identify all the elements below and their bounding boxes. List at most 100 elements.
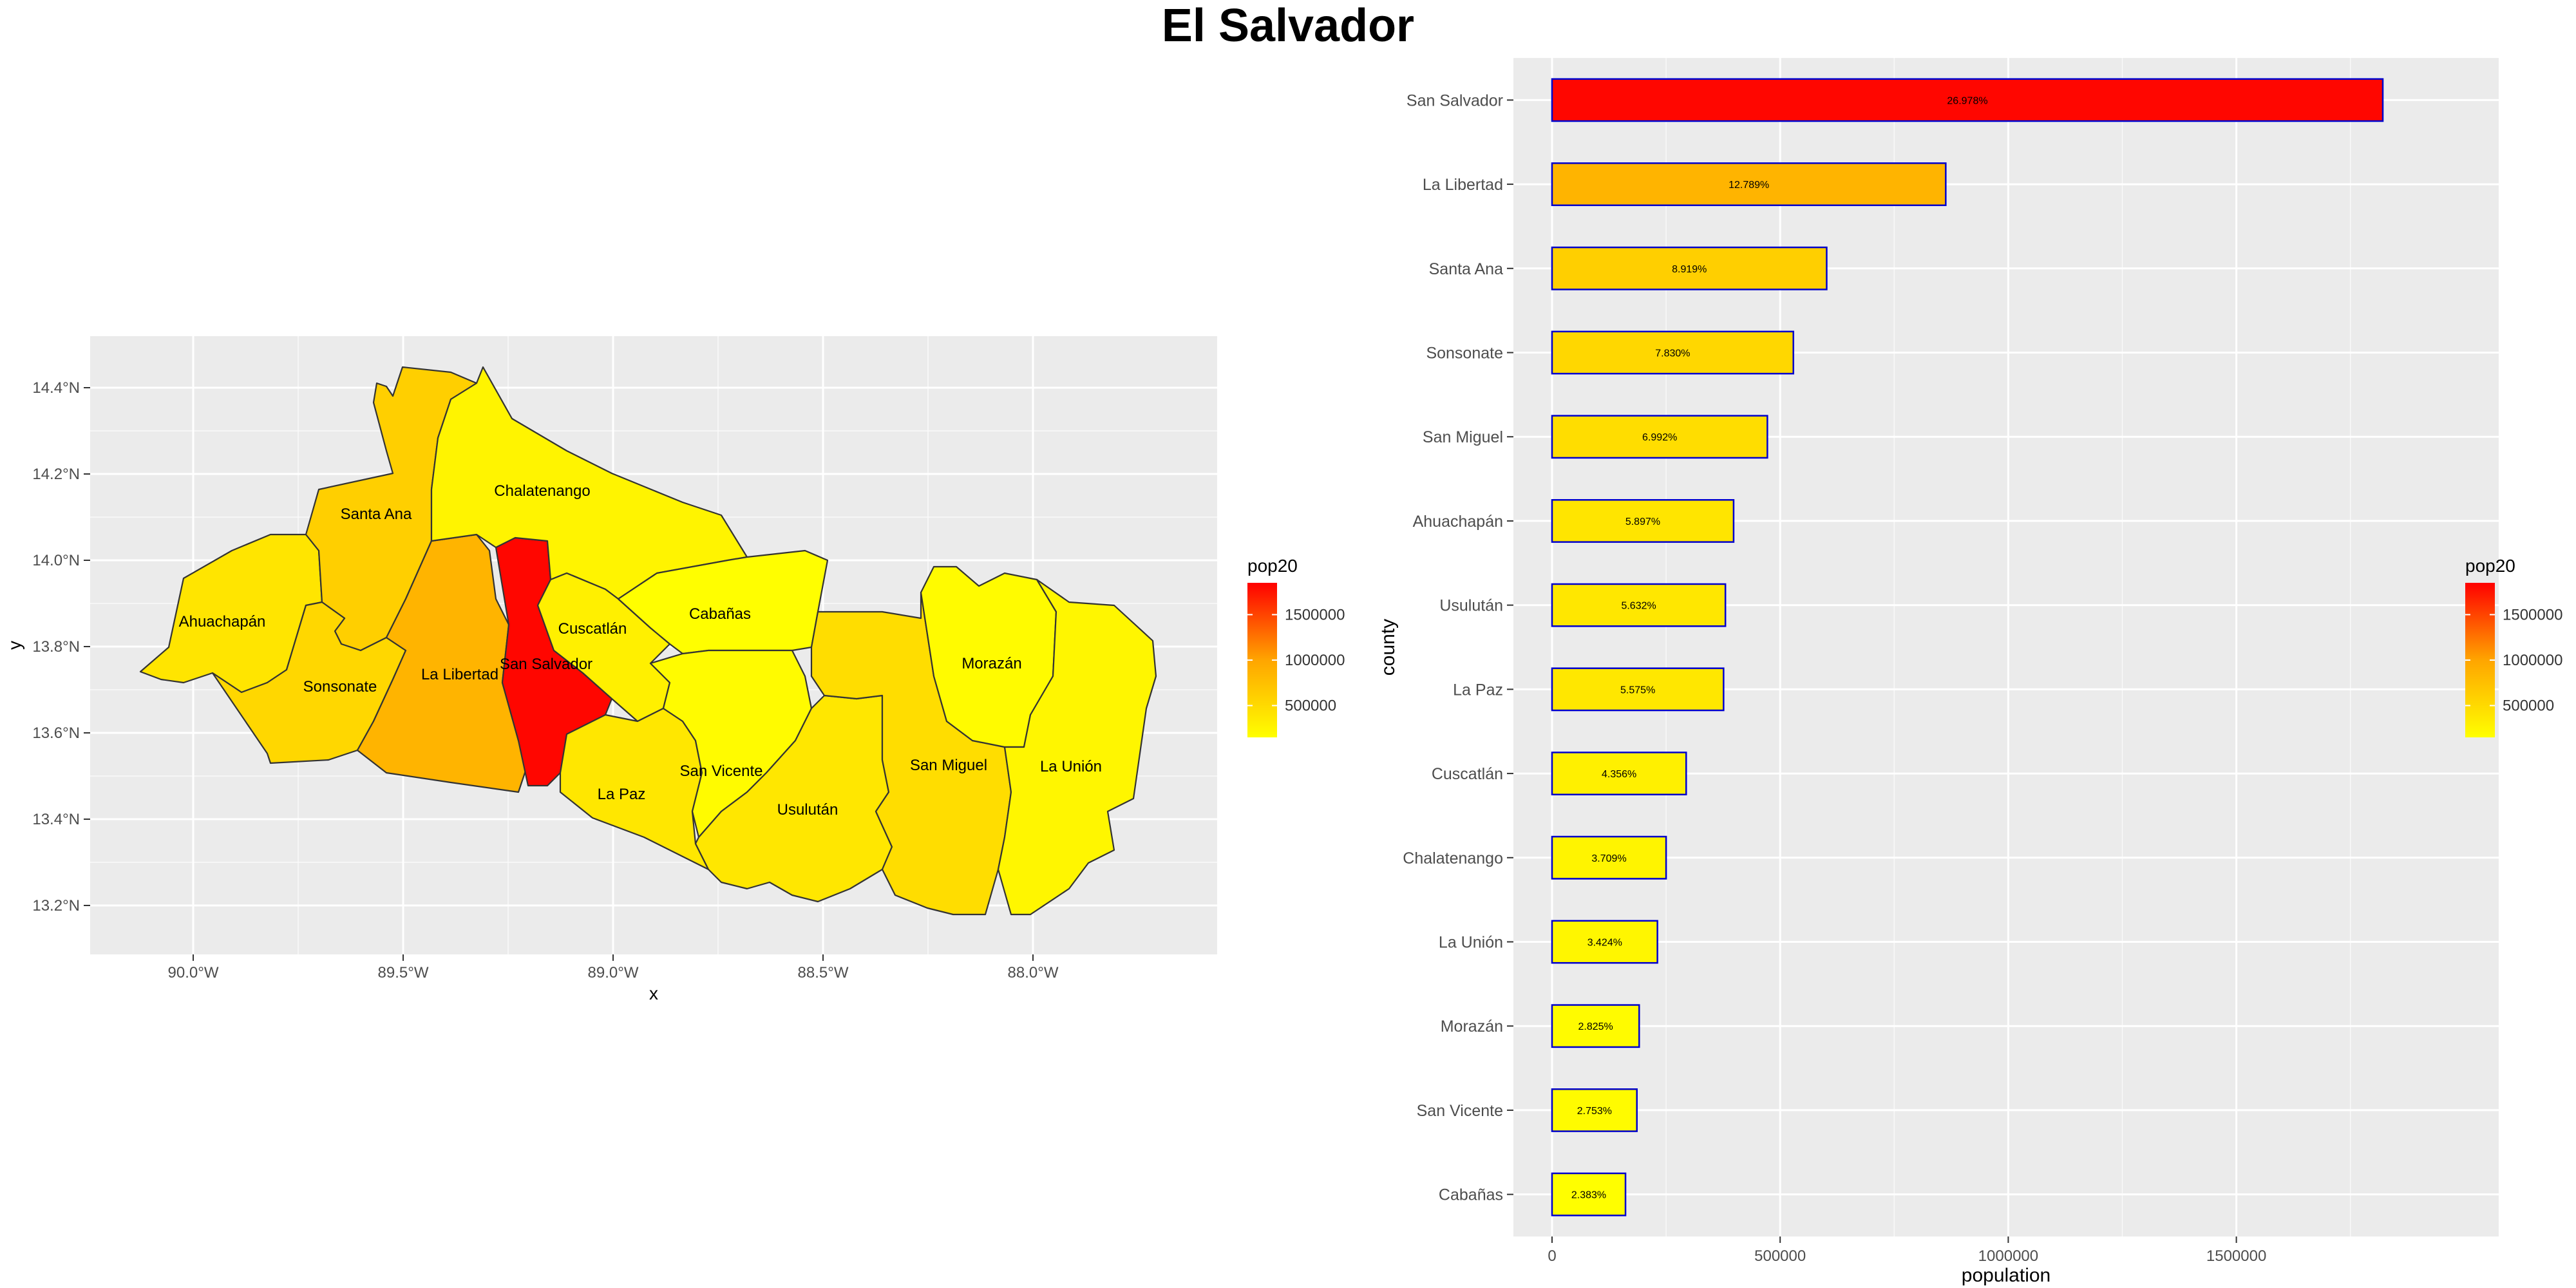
bar — [1551, 835, 1667, 880]
map-y-ticks: 14.4°N 14.2°N 14.0°N 13.8°N 13.6°N 13.4°N 13.2… — [32, 379, 90, 914]
bar-x-tick-label: 1500000 — [2206, 1247, 2266, 1265]
bar-x-tick-labels: 0 500000 1000000 1500000 — [1548, 1236, 2266, 1265]
map-legend: pop20 1500000 1000000 500000 — [1247, 556, 1345, 737]
bar-y-tick-label: La Libertad — [1423, 176, 1503, 194]
region-label-la-libertad: La Libertad — [421, 666, 498, 683]
page-title: El Salvador — [1161, 0, 1415, 52]
map-y-tick-label: 14.2°N — [32, 466, 80, 483]
map-x-ticks: 90.0°W 89.5°W 89.0°W 88.5°W 88.0°W — [168, 954, 1059, 981]
bar-data-label: 2.383% — [1571, 1190, 1606, 1201]
legend-tick-label: 1500000 — [2503, 606, 2562, 623]
map-y-axis-title: y — [5, 641, 24, 650]
bar-data-label: 4.356% — [1602, 769, 1636, 780]
region-la-paz — [559, 707, 710, 871]
map-y-tick-label: 13.4°N — [32, 811, 80, 828]
bar-data-label: 26.978% — [1947, 95, 1987, 106]
bar — [1551, 499, 1735, 543]
bar — [1551, 415, 1768, 459]
bar-x-tick-label: 0 — [1548, 1247, 1556, 1265]
map-y-tick-label: 14.4°N — [32, 379, 80, 397]
bar — [1551, 1172, 1627, 1217]
region-label-cabanas: Cabañas — [689, 605, 751, 623]
bar-panel — [1513, 58, 2499, 1236]
bar — [1551, 667, 1725, 712]
bar-data-label: 3.709% — [1591, 853, 1626, 864]
bar-y-tick-label: La Paz — [1453, 681, 1503, 699]
bar-y-tick-label: San Vicente — [1417, 1102, 1503, 1120]
region-label-san-miguel: San Miguel — [910, 757, 987, 774]
bar — [1551, 1088, 1638, 1132]
bar-y-tick-label: San Miguel — [1423, 428, 1503, 446]
region-label-la-paz: La Paz — [598, 786, 646, 803]
region-la-union — [997, 578, 1157, 916]
region-sonsonate — [211, 601, 407, 764]
bar-data-label: 6.992% — [1642, 432, 1677, 443]
map-y-tick-label: 14.0°N — [32, 552, 80, 569]
bar — [1551, 246, 1828, 290]
bar-data-label: 5.897% — [1625, 516, 1660, 527]
region-label-morazan: Morazán — [961, 655, 1021, 672]
region-label-sonsonate: Sonsonate — [303, 678, 377, 696]
region-label-san-salvador: San Salvador — [500, 656, 592, 673]
bar-data-label: 12.789% — [1728, 180, 1769, 191]
bar-y-tick-label: Usulután — [1439, 597, 1503, 615]
legend-tick-label: 1500000 — [1285, 606, 1345, 623]
bars: 26.978% 12.789% 8.919% 7.830% 6.992% 5.897% 5.… — [1551, 78, 2384, 1217]
bar — [1551, 920, 1658, 964]
map-x-axis-title: x — [649, 983, 658, 1003]
bar-x-tick-label: 1000000 — [1978, 1247, 2038, 1265]
region-label-san-vicente: San Vicente — [680, 762, 763, 780]
bar — [1551, 1004, 1640, 1048]
bar-y-tick-label: Santa Ana — [1429, 260, 1503, 278]
bar-data-label: 3.424% — [1587, 938, 1622, 949]
bar-legend-title: pop20 — [2465, 556, 2515, 576]
map-legend-title: pop20 — [1247, 556, 1298, 576]
bar-y-tick-label: Ahuachapán — [1413, 513, 1503, 531]
bar-y-tick-label: San Salvador — [1406, 91, 1503, 109]
map-y-tick-label: 13.8°N — [32, 638, 80, 656]
region-label-santa-ana: Santa Ana — [341, 506, 412, 523]
bar — [1551, 583, 1727, 627]
bar-x-axis-title: population — [1962, 1265, 2050, 1286]
bar-y-tick-labels: San Salvador La Libertad Santa Ana Sonsonat… — [1403, 91, 1513, 1204]
bar-y-axis-title: county — [1378, 619, 1399, 676]
bar-y-tick-label: Cabañas — [1439, 1186, 1503, 1204]
map-y-tick-label: 13.6°N — [32, 724, 80, 742]
legend-tick-label: 500000 — [2503, 697, 2554, 715]
region-label-cuscatlan: Cuscatlán — [558, 620, 627, 638]
bar-y-tick-label: La Unión — [1439, 934, 1503, 952]
bar-data-label: 7.830% — [1655, 348, 1690, 359]
legend-tick-label: 1000000 — [2503, 652, 2562, 669]
bar-y-tick-label: Cuscatlán — [1432, 765, 1503, 783]
map-x-tick-label: 90.0°W — [168, 964, 219, 981]
legend-tick-label: 500000 — [1285, 697, 1336, 715]
map-x-tick-label: 89.5°W — [378, 964, 429, 981]
map-y-tick-label: 13.2°N — [32, 897, 80, 914]
bar — [1551, 330, 1794, 375]
bar — [1551, 78, 2384, 122]
map-regions — [139, 366, 1157, 916]
region-label-usulutan: Usulután — [777, 801, 838, 819]
bar-chart: 26.978% 12.789% 8.919% 7.830% 6.992% 5.897% 5.… — [1378, 58, 2562, 1286]
bar-data-label: 8.919% — [1672, 264, 1707, 275]
map-legend-ticks: 1500000 1000000 500000 — [1247, 606, 1345, 715]
bar-legend: pop20 1500000 1000000 500000 — [2465, 556, 2562, 737]
bar-data-label: 5.632% — [1621, 601, 1656, 612]
map-x-tick-label: 88.5°W — [798, 964, 849, 981]
region-label-ahuachapan: Ahuachapán — [179, 613, 266, 630]
bar-y-tick-label: Sonsonate — [1426, 345, 1503, 363]
region-label-chalatenango: Chalatenango — [494, 482, 590, 500]
region-la-libertad — [356, 533, 529, 793]
bar — [1551, 752, 1687, 795]
bar-y-tick-label: Morazán — [1441, 1018, 1503, 1036]
bar-data-label: 5.575% — [1620, 685, 1655, 696]
bar — [1551, 162, 1947, 206]
bar-x-tick-label: 500000 — [1754, 1247, 1806, 1265]
map-x-tick-label: 88.0°W — [1008, 964, 1059, 981]
map-x-tick-label: 89.0°W — [588, 964, 639, 981]
bar-data-label: 2.825% — [1578, 1021, 1613, 1032]
bar-legend-ticks: 1500000 1000000 500000 — [2465, 606, 2562, 715]
